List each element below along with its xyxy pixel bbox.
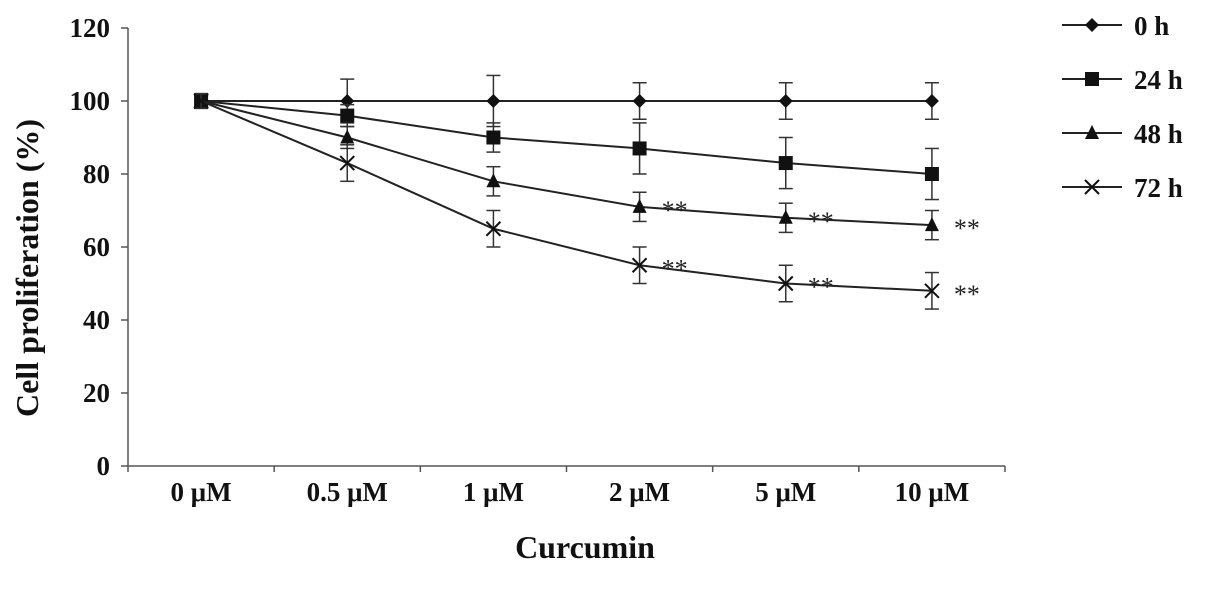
y-tick-label: 20 [83,378,110,408]
data-point [924,94,939,108]
series-line [200,100,932,292]
series-layer: ** ** ** ** ** ** [193,74,980,310]
y-axis-title: Cell proliferation (%) [9,119,45,417]
data-point [193,93,209,109]
series-line [200,100,932,175]
legend-item-0-h: 0 h [1062,11,1169,41]
x-axis-title: Curcumin [515,529,655,565]
legend-item-48-h: 48 h [1062,119,1183,149]
legend-marker [1085,72,1099,86]
data-point [924,283,940,299]
significance-label: ** [808,207,834,236]
legend-marker [1084,179,1100,195]
x-tick-label: 0 μM [171,477,232,507]
significance-label: ** [808,273,834,302]
data-point [778,94,793,108]
data-point [924,167,939,181]
x-tick-label: 10 μM [895,477,970,507]
axis-ticks: 0 20 40 60 80 100 120 0 μM 0.5 μM 1 μM 2 μM 5 μM 10 … [70,13,1006,507]
legend-label: 72 h [1134,173,1183,203]
series-24-h [194,92,939,201]
data-point [632,141,647,156]
x-tick-label: 2 μM [609,477,670,507]
data-point [340,108,355,123]
legend-label: 0 h [1134,11,1169,41]
y-tick-label: 100 [70,86,111,116]
x-tick-label: 5 μM [755,477,816,507]
series-line [200,100,932,227]
data-point [485,221,502,237]
data-point [486,94,501,108]
legend-marker [1085,18,1099,32]
data-point [924,217,939,232]
data-point [778,275,794,292]
legend-item-72-h: 72 h [1062,173,1183,203]
legend: 0 h 24 h 48 h 72 h [1062,11,1183,203]
y-tick-label: 80 [83,159,110,189]
x-tick-label: 0.5 μM [307,477,388,507]
series-72-h: ** ** ** [193,92,980,310]
legend-label: 24 h [1134,65,1183,95]
y-tick-label: 40 [83,305,110,335]
data-point [632,94,647,108]
data-point [631,257,648,273]
data-point [778,209,793,224]
legend-marker [1085,125,1099,139]
data-point [486,130,501,145]
y-tick-label: 0 [97,451,111,481]
legend-label: 48 h [1134,119,1183,149]
data-point [339,155,355,171]
x-tick-label: 1 μM [463,477,524,507]
data-point [486,173,501,188]
significance-label: ** [954,280,980,309]
data-point [340,129,355,144]
data-point [778,156,793,171]
significance-label: ** [662,254,688,283]
legend-item-24-h: 24 h [1062,65,1183,95]
significance-label: ** [662,196,688,225]
series-48-h: ** ** ** [194,92,980,243]
data-point [632,198,647,213]
series-0-h [194,74,939,128]
y-tick-label: 120 [70,13,111,43]
y-tick-label: 60 [83,232,110,262]
significance-label: ** [954,214,980,243]
